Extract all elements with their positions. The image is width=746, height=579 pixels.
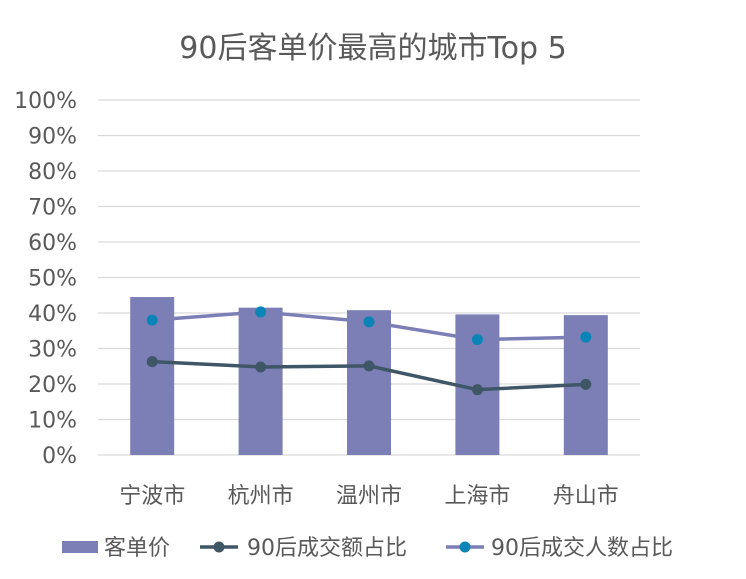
line-point-1	[580, 378, 592, 390]
y-tick-label: 100%	[14, 89, 77, 114]
line-point-1	[363, 360, 375, 372]
y-tick-label: 50%	[28, 267, 77, 292]
legend-label: 90后成交额占比	[247, 536, 407, 561]
legend-label: 90后成交人数占比	[491, 536, 673, 561]
legend-bar-swatch	[62, 541, 98, 553]
x-tick-label: 上海市	[444, 484, 510, 509]
x-tick-label: 宁波市	[119, 484, 185, 509]
line-point-1	[255, 361, 267, 373]
y-tick-label: 40%	[28, 302, 77, 327]
bar	[238, 307, 283, 455]
x-axis-ticks: 宁波市 杭州市 温州市 上海市 舟山市	[119, 484, 619, 509]
y-tick-label: 10%	[28, 409, 77, 434]
y-tick-label: 80%	[28, 160, 77, 185]
line-series	[146, 306, 592, 396]
x-tick-label: 杭州市	[228, 484, 294, 509]
bar	[347, 310, 391, 455]
line-point-2	[363, 316, 375, 328]
y-tick-label: 0%	[42, 444, 77, 469]
line-point-2	[146, 314, 158, 326]
legend-marker	[213, 541, 225, 553]
chart-title: 90后客单价最高的城市Top 5	[179, 31, 566, 66]
y-tick-label: 90%	[28, 125, 77, 150]
legend: 客单价 90后成交额占比 90后成交人数占比	[62, 536, 673, 561]
line-point-2	[580, 331, 592, 343]
y-axis-ticks: 0% 10% 20% 30% 40% 50% 60% 70% 80% 90% 100%	[14, 89, 77, 469]
y-tick-label: 30%	[28, 338, 77, 363]
legend-marker	[459, 541, 471, 553]
legend-label: 客单价	[104, 536, 170, 561]
y-tick-label: 60%	[28, 231, 77, 256]
line-point-2	[255, 306, 267, 318]
x-tick-label: 舟山市	[553, 484, 619, 509]
x-tick-label: 温州市	[336, 484, 402, 509]
y-tick-label: 70%	[28, 196, 77, 221]
line-point-1	[471, 384, 483, 396]
y-tick-label: 20%	[28, 373, 77, 398]
line-point-2	[471, 334, 483, 346]
line-point-1	[146, 356, 158, 368]
